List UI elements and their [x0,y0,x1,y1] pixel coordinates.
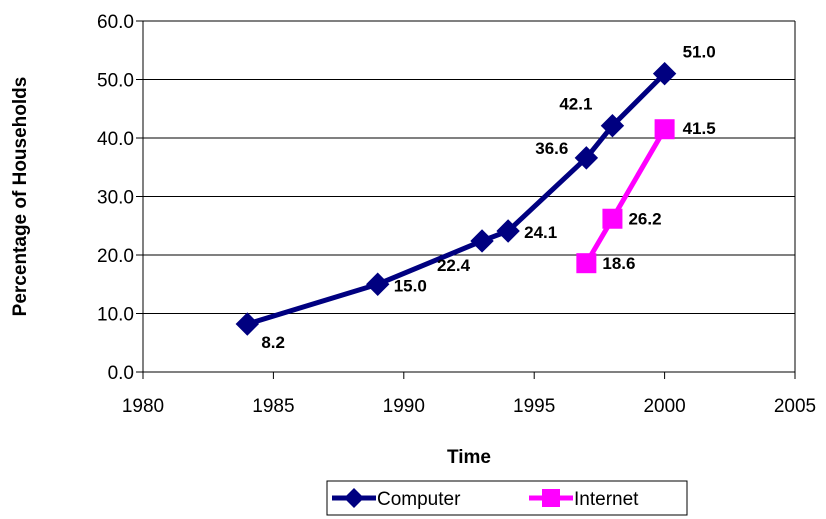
data-point-internet [602,208,623,229]
y-tick-label: 40.0 [97,129,134,150]
data-point-computer [366,272,390,296]
data-point-computer [496,219,520,243]
legend-entry-label: Internet [574,489,639,510]
data-point-internet [654,119,675,140]
y-tick-label: 50.0 [97,71,134,92]
x-tick-label: 1985 [252,396,294,417]
data-label: 42.1 [559,95,592,114]
x-tick-label: 1980 [122,396,164,417]
gridlines [143,20,795,314]
data-label: 24.1 [524,223,557,242]
legend-marker-diamond [344,488,364,508]
y-tick-label: 0.0 [108,363,134,384]
legend-box [326,480,688,516]
data-label: 51.0 [683,43,716,62]
data-point-computer [652,61,677,86]
data-label: 15.0 [394,276,427,295]
legend-marker-square [542,489,560,507]
y-axis-title: Percentage of Households [10,77,31,317]
data-label: 18.6 [602,254,635,273]
x-tick-label: 1990 [383,396,425,417]
data-point-computer [470,229,494,253]
y-tick-label: 60.0 [97,12,134,33]
data-point-computer [235,312,260,336]
y-tick-label: 10.0 [97,305,134,326]
data-point-computer [600,114,625,138]
x-axis-title: Time [447,447,491,468]
data-label: 36.6 [535,139,568,158]
x-tick-label: 2005 [774,396,816,417]
x-tick-label: 2000 [643,396,685,417]
data-label: 22.4 [437,256,471,275]
data-label: 26.2 [628,210,661,229]
axes [136,20,796,379]
series-lines [235,61,677,336]
data-label: 41.5 [683,119,716,138]
tick-labels: 0.0 10.0 20.0 30.0 40.0 50.0 60.0 1980 1985 1990 1… [97,12,816,417]
data-labels: 8.2 15.0 22.4 24.1 36.6 42.1 51.0 18.6 26.2 41.5 [261,43,715,352]
data-point-computer [574,146,599,170]
series-line-computer [246,71,667,327]
data-point-internet [576,253,597,274]
x-tick-label: 1995 [513,396,555,417]
legend: Computer Internet [326,480,688,516]
y-tick-label: 30.0 [97,188,134,209]
data-label: 8.2 [261,333,285,352]
y-tick-label: 20.0 [97,246,134,267]
legend-entry-label: Computer [377,489,461,510]
